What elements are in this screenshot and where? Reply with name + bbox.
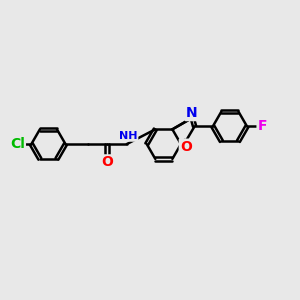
Text: O: O (101, 155, 113, 170)
Text: F: F (257, 119, 267, 134)
Text: NH: NH (119, 131, 137, 141)
Text: O: O (180, 140, 192, 154)
Text: N: N (186, 106, 197, 120)
Text: Cl: Cl (10, 137, 25, 151)
